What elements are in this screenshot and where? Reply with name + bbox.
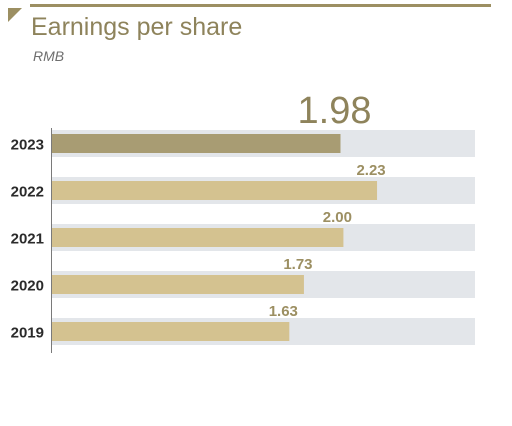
bar-2021 [51, 228, 344, 247]
category-label-2021: 2021 [11, 231, 44, 248]
category-label-2020: 2020 [11, 278, 44, 295]
corner-triangle-icon [8, 8, 22, 22]
value-label-2021: 2.00 [323, 209, 352, 226]
value-label-2019: 1.63 [269, 303, 298, 320]
category-label-2023: 2023 [11, 137, 44, 154]
value-label-2023: 1.98 [298, 90, 372, 132]
bar-2019 [51, 322, 290, 341]
value-label-2020: 1.73 [283, 256, 312, 273]
bar-2023 [51, 134, 341, 153]
chart-title: Earnings per share [31, 13, 243, 41]
bar-2020 [51, 275, 304, 294]
category-label-2022: 2022 [11, 184, 44, 201]
chart-subtitle: RMB [33, 48, 65, 64]
bar-2022 [51, 181, 378, 200]
value-label-2022: 2.23 [356, 162, 385, 179]
category-label-2019: 2019 [11, 325, 44, 342]
title-rule [30, 4, 491, 7]
